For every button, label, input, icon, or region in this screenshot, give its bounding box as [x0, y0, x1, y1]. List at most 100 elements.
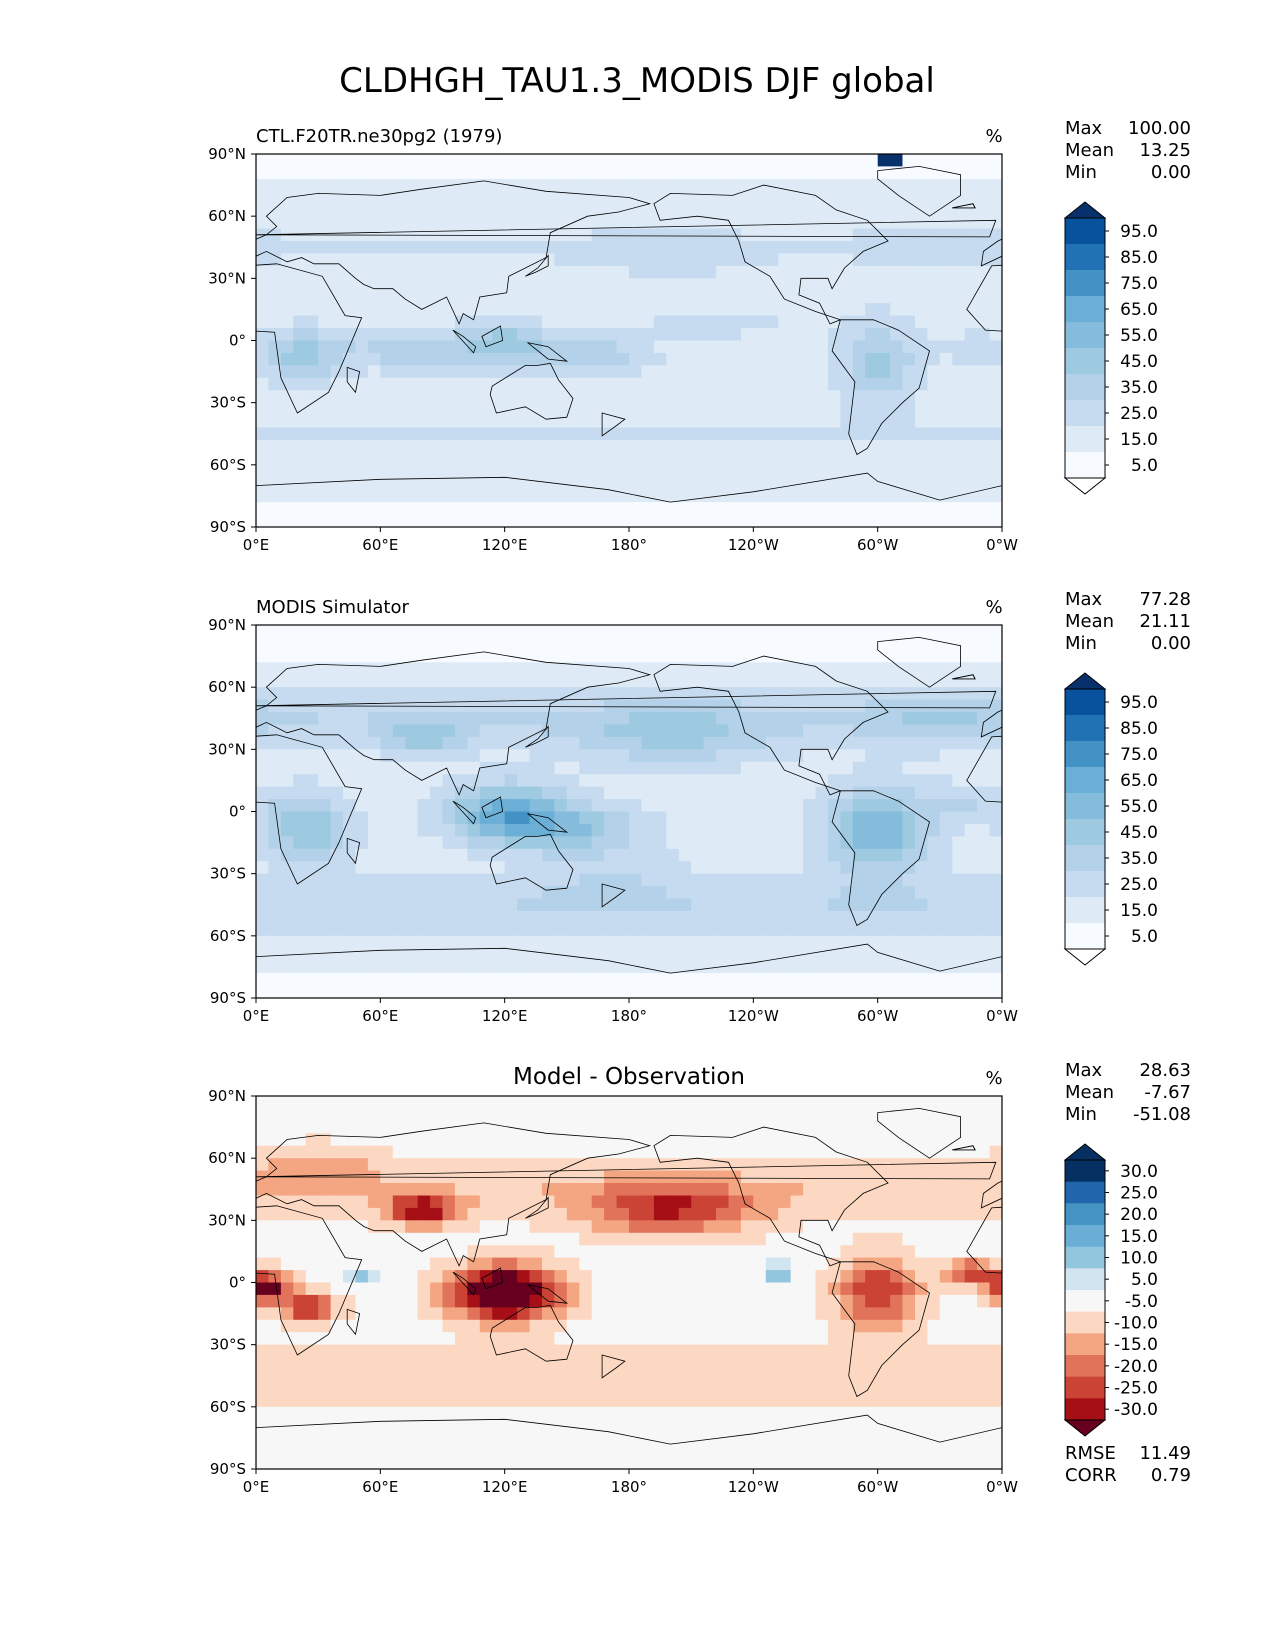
heatmap-cell — [989, 1183, 1002, 1196]
heatmap-cell — [330, 328, 344, 342]
heatmap-cell — [280, 154, 294, 167]
heatmap-cell — [318, 960, 332, 974]
heatmap-cell — [803, 823, 817, 837]
heatmap-cell — [629, 799, 642, 813]
heatmap-cell — [542, 1257, 555, 1271]
heatmap-cell — [454, 960, 468, 974]
heatmap-cell — [703, 1282, 717, 1296]
heatmap-cell — [554, 166, 568, 180]
heatmap-cell — [902, 811, 916, 825]
heatmap-cell — [790, 1158, 804, 1172]
heatmap-cell — [392, 823, 406, 837]
heatmap-cell — [666, 836, 680, 850]
heatmap-cell — [392, 216, 406, 230]
heatmap-cell — [330, 861, 344, 875]
heatmap-cell — [890, 799, 904, 813]
heatmap-cell — [765, 178, 779, 192]
heatmap-cell — [604, 662, 618, 676]
heatmap-cell — [666, 390, 680, 404]
heatmap-cell — [430, 836, 444, 850]
heatmap-cell — [467, 1294, 481, 1308]
heatmap-cell — [305, 365, 319, 379]
heatmap-cell — [616, 228, 630, 242]
heatmap-cell — [915, 1294, 928, 1308]
heatmap-cell — [417, 1257, 431, 1271]
stat-label: Max — [1065, 118, 1103, 139]
heatmap-cell — [852, 1245, 866, 1259]
heatmap-cell — [467, 923, 481, 937]
heatmap-cell — [430, 749, 444, 763]
heatmap-cell — [728, 489, 742, 503]
heatmap-cell — [678, 265, 692, 279]
heatmap-cell — [280, 898, 294, 912]
heatmap-cell — [355, 1270, 369, 1284]
heatmap-cell — [716, 1195, 729, 1209]
heatmap-cell — [815, 960, 829, 974]
heatmap-cell — [367, 1108, 381, 1122]
heatmap-cell — [827, 823, 841, 837]
heatmap-cell — [865, 911, 879, 924]
heatmap-cell — [753, 352, 767, 366]
heatmap-cell — [542, 1307, 555, 1321]
heatmap-cell — [703, 823, 717, 837]
coastline — [489, 362, 574, 420]
heatmap-cell — [604, 315, 618, 329]
heatmap-cell — [318, 178, 332, 192]
heatmap-cell — [293, 402, 307, 416]
heatmap-cell — [367, 1133, 381, 1147]
heatmap-cell — [977, 1183, 991, 1196]
heatmap-cell — [479, 166, 493, 180]
heatmap-cell — [417, 923, 431, 937]
heatmap-cell — [343, 253, 356, 267]
heatmap-cell — [280, 1120, 294, 1134]
heatmap-cell — [977, 1158, 991, 1172]
heatmap-cell — [629, 1294, 642, 1308]
heatmap-cell — [865, 960, 879, 974]
heatmap-cell — [504, 253, 518, 267]
heatmap-cell — [293, 687, 307, 701]
heatmap-cell — [939, 253, 953, 267]
heatmap-cell — [517, 1096, 531, 1109]
heatmap-cell — [380, 1319, 394, 1333]
heatmap-cell — [591, 873, 605, 887]
heatmap-cell — [604, 203, 618, 217]
heatmap-cell — [604, 253, 618, 267]
heatmap-cell — [778, 898, 792, 912]
heatmap-cell — [566, 340, 580, 354]
heatmap-cell — [877, 873, 891, 887]
heatmap-cell — [417, 290, 431, 304]
heatmap-cell — [542, 749, 555, 763]
heatmap-cell — [479, 873, 493, 887]
heatmap-cell — [765, 477, 779, 491]
heatmap-cell — [952, 625, 966, 638]
heatmap-cell — [865, 402, 879, 416]
heatmap-cell — [616, 303, 630, 317]
heatmap-cell — [566, 390, 580, 404]
heatmap-cell — [305, 861, 319, 875]
heatmap-cell — [890, 1120, 904, 1134]
heatmap-cell — [952, 191, 966, 205]
heatmap-cell — [740, 973, 754, 987]
heatmap-cell — [815, 1133, 829, 1147]
heatmap-cell — [678, 178, 692, 192]
heatmap-cell — [467, 1332, 481, 1346]
heatmap-cell — [542, 440, 555, 453]
heatmap-cell — [305, 1145, 319, 1159]
heatmap-cell — [716, 1170, 729, 1184]
heatmap-cell — [728, 216, 742, 230]
heatmap-cell — [380, 823, 394, 837]
heatmap-cell — [479, 774, 493, 788]
heatmap-cell — [765, 303, 779, 317]
heatmap-cell — [517, 203, 531, 217]
heatmap-cell — [566, 228, 580, 242]
heatmap-cell — [517, 1158, 531, 1172]
heatmap-cell — [952, 1170, 966, 1184]
heatmap-cell — [479, 1257, 493, 1271]
heatmap-cell — [256, 1220, 269, 1234]
heatmap-cell — [989, 786, 1002, 800]
heatmap-cell — [430, 352, 444, 366]
heatmap-cell — [417, 861, 431, 875]
heatmap-cell — [890, 736, 904, 750]
heatmap-cell — [740, 390, 754, 404]
